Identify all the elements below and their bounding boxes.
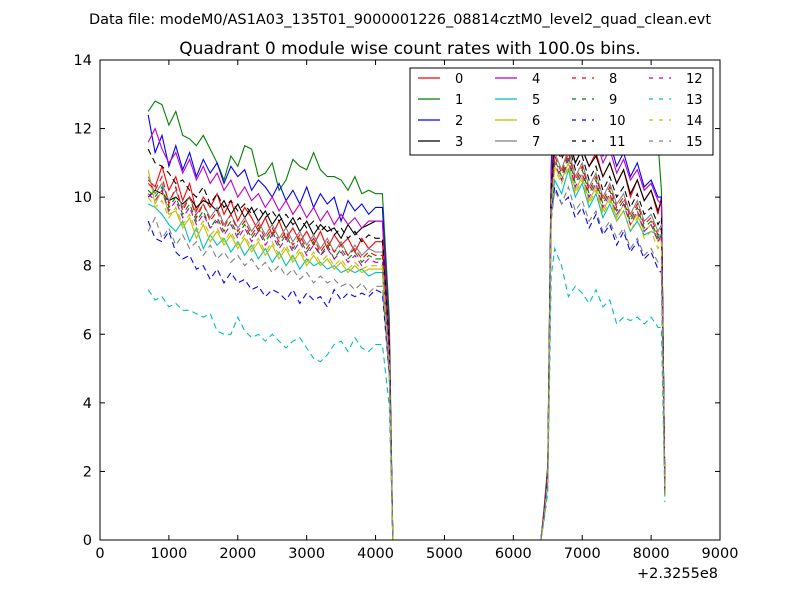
y-tick-label: 4	[83, 396, 92, 412]
plot-frame	[99, 59, 721, 541]
legend-label-5: 5	[532, 93, 540, 108]
y-tick-label: 8	[83, 259, 92, 275]
legend-label-13: 13	[686, 93, 703, 108]
legend-label-10: 10	[609, 114, 626, 129]
legend-label-15: 15	[686, 135, 703, 150]
y-tick-label: 6	[83, 327, 92, 343]
legend-label-4: 4	[532, 72, 540, 87]
legend-label-8: 8	[609, 72, 617, 87]
x-tick-label: 8000	[633, 546, 670, 562]
y-tick-label: 12	[74, 122, 92, 138]
chart-title: Quadrant 0 module wise count rates with …	[179, 39, 640, 59]
legend-label-9: 9	[609, 93, 617, 108]
x-tick-label: 9000	[702, 546, 739, 562]
legend-label-14: 14	[686, 114, 703, 129]
y-tick-label: 0	[83, 533, 92, 549]
x-tick-label: 4000	[357, 546, 394, 562]
series-line-9	[147, 154, 666, 541]
legend-label-3: 3	[455, 135, 463, 150]
x-offset-label: +2.3255e8	[637, 566, 718, 582]
legend-label-2: 2	[455, 114, 463, 129]
legend-label-12: 12	[686, 72, 703, 87]
series-line-12	[147, 157, 666, 541]
y-tick-label: 10	[74, 190, 92, 206]
series-line-14	[147, 164, 666, 541]
y-tick-label: 14	[74, 53, 92, 69]
x-tick-label: 5000	[426, 546, 463, 562]
legend-label-0: 0	[455, 72, 463, 87]
legend-label-6: 6	[532, 114, 540, 129]
ticks-layer: 0 1000 2000 3000 4000 5000 6000 7000 8000 9000 0 2 4…	[74, 53, 739, 562]
data-file-label: Data file: modeM0/AS1A03_135T01_90000012…	[89, 12, 711, 28]
x-tick-label: 1000	[150, 546, 187, 562]
legend-label-11: 11	[609, 135, 626, 150]
x-tick-label: 0	[95, 546, 104, 562]
y-tick-label: 2	[83, 464, 92, 480]
legend-label-7: 7	[532, 135, 540, 150]
x-tick-label: 7000	[564, 546, 601, 562]
x-tick-label: 3000	[288, 546, 325, 562]
x-tick-label: 6000	[495, 546, 532, 562]
legend-label-1: 1	[455, 93, 463, 108]
x-tick-label: 2000	[219, 546, 256, 562]
series-line-8	[147, 150, 666, 541]
